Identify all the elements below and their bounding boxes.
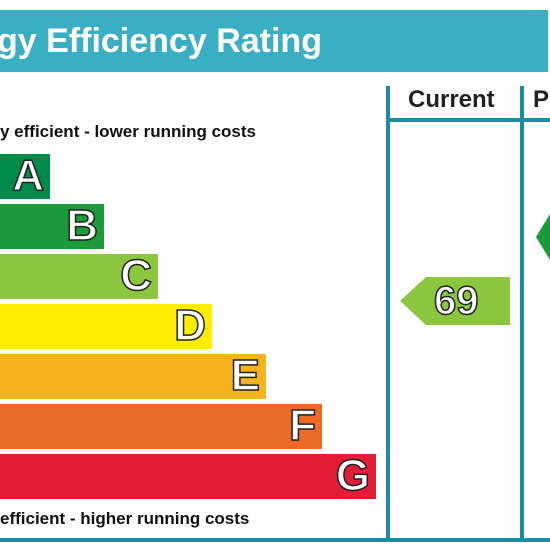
band-letter-a: A bbox=[11, 151, 44, 201]
band-b: B bbox=[0, 201, 104, 251]
current-rating-arrow bbox=[400, 277, 510, 325]
band-g: G bbox=[0, 451, 376, 501]
band-letter-b: B bbox=[65, 201, 98, 251]
band-letter-f: F bbox=[288, 401, 316, 451]
band-letter-d: D bbox=[173, 301, 206, 351]
band-letter-g: G bbox=[335, 451, 371, 501]
current-column-header: Current bbox=[408, 86, 495, 113]
band-d: D bbox=[0, 301, 212, 351]
bottom-border bbox=[0, 538, 550, 542]
potential-column-left-border bbox=[520, 86, 524, 542]
band-c: C bbox=[0, 251, 158, 301]
potential-column-header: P bbox=[533, 86, 550, 113]
bottom-caption: efficient - higher running costs bbox=[0, 509, 250, 528]
current-rating-value: 69 bbox=[433, 279, 479, 323]
band-f: F bbox=[0, 401, 322, 451]
band-letter-e: E bbox=[230, 351, 261, 401]
title-bar: gy Efficiency Rating bbox=[0, 10, 548, 72]
band-letter-c: C bbox=[119, 251, 152, 301]
header-divider bbox=[386, 118, 550, 122]
potential-rating-arrow bbox=[536, 214, 550, 260]
chart-title: gy Efficiency Rating bbox=[0, 22, 322, 60]
band-e: E bbox=[0, 351, 266, 401]
current-column-left-border bbox=[386, 86, 390, 542]
top-caption: y efficient - lower running costs bbox=[0, 122, 256, 141]
band-a: A bbox=[0, 151, 50, 201]
